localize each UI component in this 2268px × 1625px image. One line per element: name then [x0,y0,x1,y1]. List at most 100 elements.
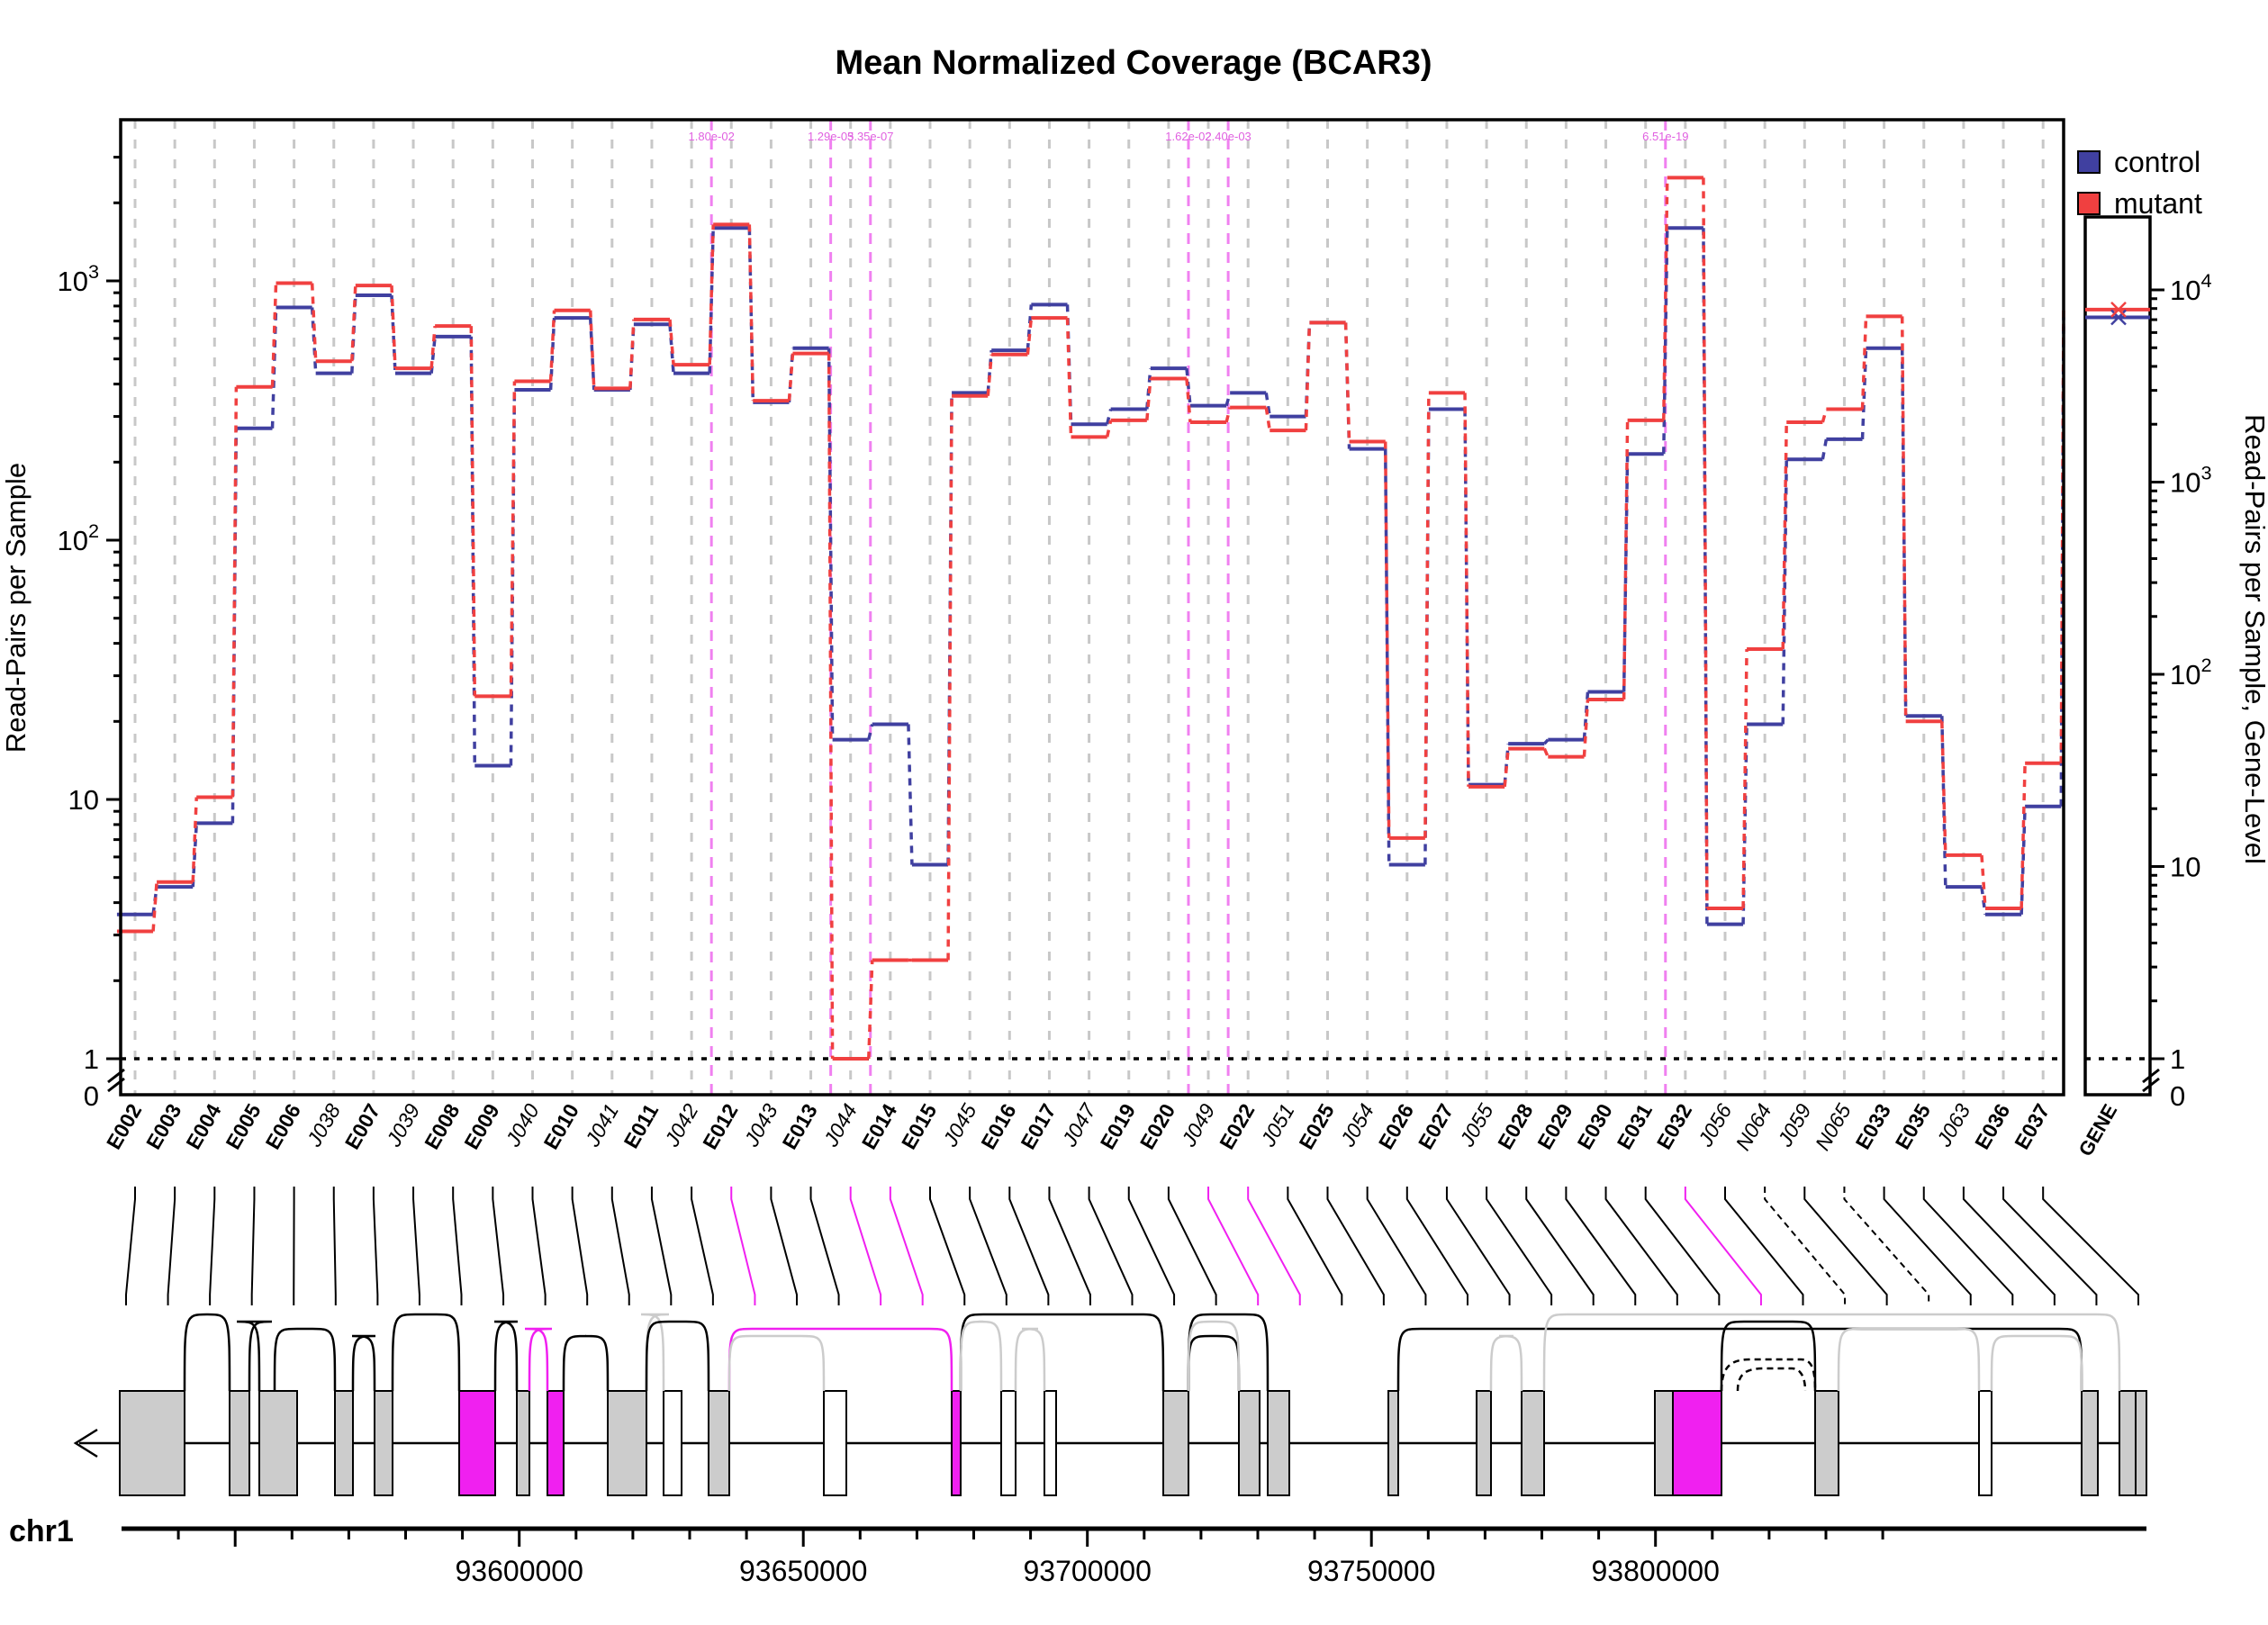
y-axis-label-right: Read-Pairs per Sample, Gene-Level [2239,414,2268,864]
y-tick-label-zero: 0 [84,1080,99,1112]
junction-arc [1544,1314,2119,1391]
series-connector [1783,422,1786,649]
feature-connector [811,1187,839,1305]
y-axis-label: Read-Pairs per Sample [0,463,32,753]
x-tick-label: J047 [1057,1098,1101,1151]
gene-model-track [76,1314,2146,1495]
legend-swatch [2078,151,2100,173]
feature-connector [1368,1187,1426,1305]
exon-block [1163,1391,1188,1495]
junction-arc [275,1329,335,1391]
x-tick-label: J038 [302,1099,345,1151]
genomic-tick-label: 93700000 [1024,1555,1152,1587]
feature-connector [1884,1187,1971,1305]
feature-connector [1725,1187,1803,1305]
series-connector [1147,379,1151,420]
exon-block [1522,1391,1544,1495]
x-tick-label: E006 [261,1100,305,1154]
feature-connector [612,1187,629,1305]
x-tick-label: E028 [1493,1099,1537,1153]
exon-block [1673,1391,1721,1495]
x-tick-label: E016 [976,1100,1020,1154]
feature-connector [1407,1187,1468,1305]
exon-block [230,1391,249,1495]
y-tick-label: 10 [68,784,99,816]
exon-block [608,1391,646,1495]
feature-connector [851,1187,881,1305]
feature-connector [492,1187,503,1305]
feature-connector [1447,1187,1510,1305]
series-connector [1544,740,1548,744]
exon-block [1001,1391,1016,1495]
x-tick-label: J059 [1773,1099,1816,1151]
highlight-pvalue: 5.35e-07 [847,130,893,143]
legend-label: mutant [2114,187,2202,220]
feature-connector [1129,1187,1174,1305]
exon-block [1388,1391,1398,1495]
x-tick-label: E011 [619,1099,664,1152]
gene-label: GENE [2074,1100,2121,1160]
x-tick-label: J056 [1693,1099,1736,1151]
right-tick-label-zero: 0 [2170,1080,2185,1112]
junction-arc [1992,1336,2082,1391]
series-connector [511,382,514,697]
x-tick-label: E035 [1891,1099,1935,1153]
series-connector [1027,318,1031,355]
series-connector [392,295,395,374]
feature-connector [1526,1187,1593,1305]
feature-connector [1486,1187,1551,1305]
x-tick-label: E012 [698,1100,742,1154]
series-connector [1504,749,1508,787]
x-tick-label: N065 [1811,1099,1856,1154]
exon-block [2119,1391,2136,1495]
x-tick-label: E009 [459,1100,503,1154]
legend-label: control [2114,146,2200,178]
junction-arc [352,1336,375,1391]
chart-title: Mean Normalized Coverage (BCAR3) [835,44,1432,82]
exon-block [517,1391,529,1495]
series-connector [908,724,912,864]
feature-connector [252,1187,255,1305]
junction-arc [641,1314,669,1391]
x-tick-label: E010 [539,1100,583,1154]
junction-arc [961,1314,1163,1391]
feature-connector [1009,1187,1048,1305]
legend-swatch [2078,193,2100,214]
x-tick-label: E033 [1851,1100,1895,1154]
x-tick-label: J045 [938,1099,981,1151]
feature-connector [1169,1187,1216,1305]
series-connector [153,882,157,932]
feature-connector [573,1187,588,1305]
genomic-tick-label: 93750000 [1307,1555,1435,1587]
feature-connector [890,1187,923,1305]
series-connector [1068,318,1071,437]
novel-junction [1738,1368,1805,1391]
junction-arc [1188,1336,1239,1391]
x-tick-label: J043 [739,1099,782,1151]
x-tick-label: J044 [818,1100,862,1151]
series-connector [1504,744,1508,784]
x-tick-label: E037 [2010,1100,2054,1154]
junction-arc [494,1322,518,1391]
junction-arc [393,1314,459,1391]
feature-connector [1685,1187,1761,1305]
feature-connector [691,1187,713,1305]
genomic-tick-label: 93650000 [739,1555,867,1587]
x-tick-label: E013 [778,1100,822,1154]
right-tick-label: 103 [2170,462,2212,499]
x-tick-label: E008 [420,1099,464,1153]
x-tick-label: E017 [1016,1100,1060,1154]
feature-connector [1606,1187,1677,1305]
feature-connector [1566,1187,1635,1305]
x-tick-label: E032 [1652,1100,1696,1154]
exon-block [1044,1391,1056,1495]
feature-connector [2003,1187,2096,1305]
feature-connector [1248,1187,1300,1305]
feature-connector [652,1187,671,1305]
x-tick-label: J040 [501,1099,544,1151]
